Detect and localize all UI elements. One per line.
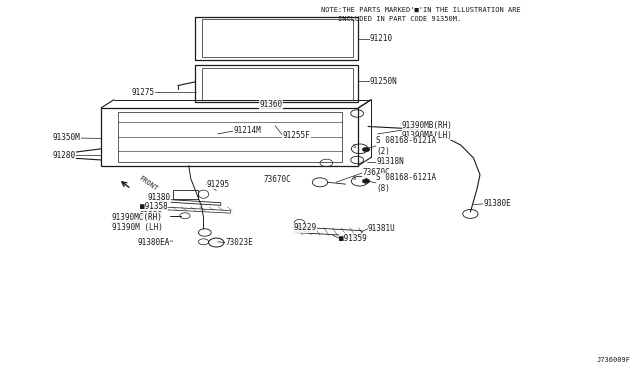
Text: 91210: 91210: [370, 34, 393, 43]
Text: 91229: 91229: [140, 211, 163, 219]
Text: S 08168-6121A
(8): S 08168-6121A (8): [376, 173, 436, 193]
Text: J736009F: J736009F: [596, 357, 630, 363]
Text: FRONT: FRONT: [138, 174, 159, 192]
Text: 91381U: 91381U: [368, 224, 396, 233]
Text: NOTE:THE PARTS MARKED'■'IN THE ILLUSTRATION ARE: NOTE:THE PARTS MARKED'■'IN THE ILLUSTRAT…: [321, 7, 521, 13]
Text: S 08168-6121A
(2): S 08168-6121A (2): [376, 136, 436, 155]
Circle shape: [362, 147, 370, 152]
Text: 91250N: 91250N: [370, 77, 397, 86]
Text: 91295: 91295: [206, 180, 229, 189]
Circle shape: [362, 179, 370, 183]
Text: 73670C: 73670C: [362, 169, 390, 177]
Text: 91350M: 91350M: [52, 133, 80, 142]
Text: 73023E: 73023E: [225, 238, 253, 247]
Text: INCLUDED IN PART CODE 91350M.: INCLUDED IN PART CODE 91350M.: [338, 16, 461, 22]
Text: 73670C: 73670C: [264, 175, 291, 184]
Text: 91275: 91275: [132, 88, 155, 97]
Text: 91280: 91280: [52, 151, 76, 160]
Text: ■91358: ■91358: [140, 202, 167, 211]
Text: ■91359: ■91359: [339, 234, 367, 243]
Text: 91214M: 91214M: [234, 126, 261, 135]
Text: 91255F: 91255F: [283, 131, 310, 140]
Text: S: S: [353, 176, 356, 181]
Text: 91360: 91360: [259, 100, 282, 109]
Text: 91380E: 91380E: [483, 199, 511, 208]
Text: S: S: [353, 144, 356, 149]
Text: 91390MB(RH)
91390MA(LH): 91390MB(RH) 91390MA(LH): [402, 121, 452, 140]
Text: 91390MC(RH)
91390M (LH): 91390MC(RH) 91390M (LH): [112, 213, 163, 232]
Text: 91380: 91380: [147, 193, 170, 202]
Text: 91380EA: 91380EA: [138, 238, 170, 247]
Text: 91229: 91229: [293, 223, 316, 232]
Text: 91318N: 91318N: [376, 157, 404, 166]
